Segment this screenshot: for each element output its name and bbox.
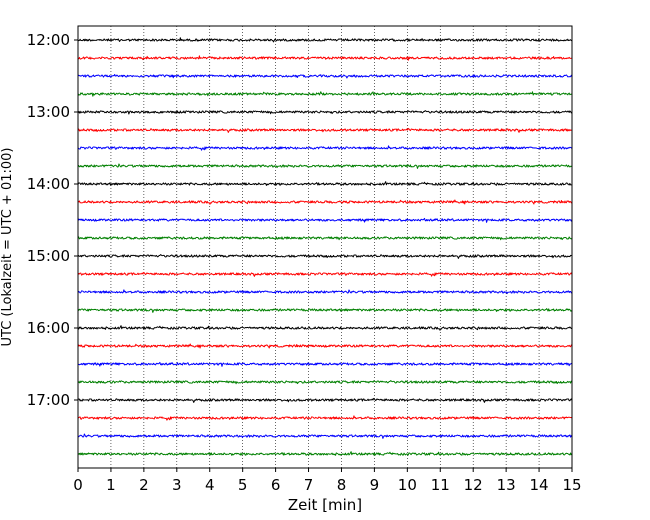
plot-frame (77, 25, 573, 469)
trace-line (77, 91, 573, 97)
x-tick-label: 1 (106, 476, 116, 494)
x-tick-label: 6 (271, 476, 281, 494)
x-tick-label: 13 (497, 476, 516, 494)
trace-line (77, 199, 573, 205)
trace-line (77, 325, 573, 331)
x-tick-label: 9 (370, 476, 380, 494)
x-tick-label: 4 (205, 476, 215, 494)
trace-line (77, 271, 573, 277)
trace-line (77, 163, 573, 169)
trace-line (77, 217, 573, 223)
x-tick-label: 12 (464, 476, 483, 494)
trace-line (77, 181, 573, 186)
trace-line (77, 308, 573, 313)
y-axis: 12:00 13:00 14:00 15:00 16:00 17:00 (27, 31, 78, 409)
x-tick-label: 2 (139, 476, 149, 494)
y-tick-label: 15:00 (27, 247, 70, 265)
y-tick-label: 17:00 (27, 391, 70, 409)
x-tick-label: 3 (172, 476, 182, 494)
x-tick-label: 10 (398, 476, 417, 494)
trace-line (77, 236, 573, 241)
grid-lines (110, 26, 540, 468)
y-tick-label: 16:00 (27, 319, 70, 337)
y-axis-title: UTC (Lokalzeit = UTC + 01:00) (0, 148, 15, 347)
x-tick-label: 14 (530, 476, 549, 494)
trace-line (77, 343, 573, 349)
trace-line (77, 433, 573, 439)
x-tick-label: 7 (304, 476, 314, 494)
x-tick-label: 5 (238, 476, 248, 494)
x-tick-label: 11 (431, 476, 450, 494)
trace-line (77, 397, 573, 403)
trace-line (77, 110, 573, 115)
x-tick-label: 0 (73, 476, 83, 494)
trace-line (77, 361, 573, 367)
trace-line (77, 254, 573, 259)
y-tick-label: 13:00 (27, 103, 70, 121)
trace-line (77, 451, 573, 456)
trace-line (77, 73, 573, 79)
trace-line (77, 55, 573, 61)
trace-line (77, 289, 573, 295)
trace-line (77, 380, 573, 385)
trace-line (77, 415, 573, 421)
x-axis: 0 1 2 3 4 5 6 7 8 9 10 11 12 13 14 15 (73, 468, 582, 494)
x-axis-title: Zeit [min] (288, 496, 362, 514)
trace-line (77, 145, 573, 151)
x-tick-label: 15 (562, 476, 581, 494)
trace-lines (77, 37, 573, 456)
trace-line (77, 37, 572, 43)
y-tick-label: 14:00 (27, 175, 70, 193)
y-tick-label: 12:00 (27, 31, 70, 49)
x-tick-label: 8 (337, 476, 347, 494)
trace-line (77, 127, 573, 133)
